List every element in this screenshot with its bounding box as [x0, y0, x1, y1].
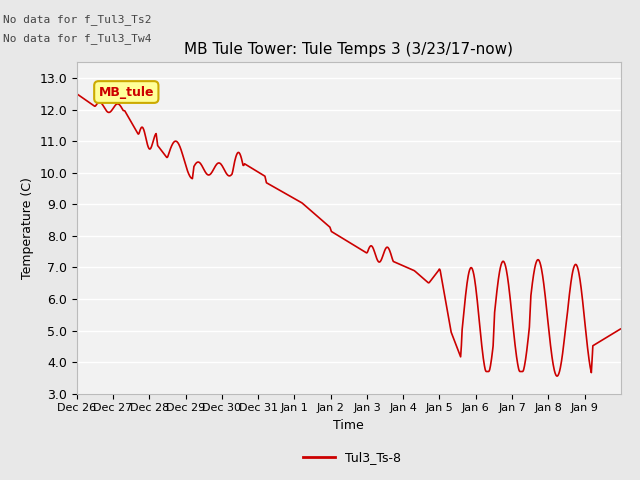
Text: No data for f_Tul3_Tw4: No data for f_Tul3_Tw4	[3, 33, 152, 44]
Text: MB_tule: MB_tule	[99, 85, 154, 98]
Y-axis label: Temperature (C): Temperature (C)	[20, 177, 34, 279]
Text: No data for f_Tul3_Ts2: No data for f_Tul3_Ts2	[3, 13, 152, 24]
Legend: Tul3_Ts-8: Tul3_Ts-8	[298, 446, 406, 469]
X-axis label: Time: Time	[333, 419, 364, 432]
Title: MB Tule Tower: Tule Temps 3 (3/23/17-now): MB Tule Tower: Tule Temps 3 (3/23/17-now…	[184, 42, 513, 57]
